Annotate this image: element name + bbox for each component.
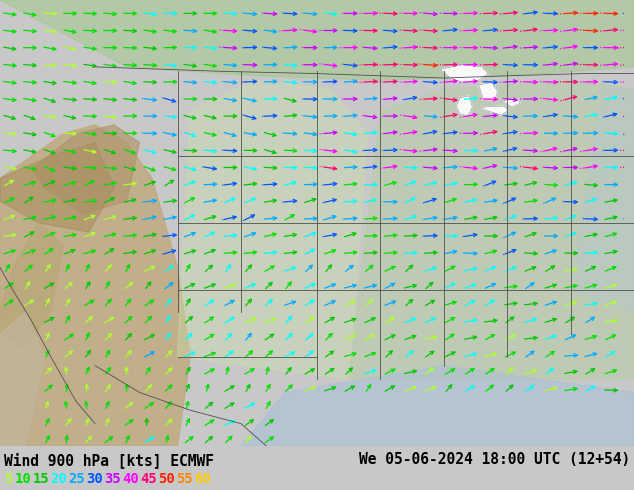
Polygon shape xyxy=(504,99,520,107)
Polygon shape xyxy=(441,65,488,82)
Polygon shape xyxy=(0,312,44,446)
Text: 30: 30 xyxy=(86,472,103,486)
Polygon shape xyxy=(178,80,368,379)
Text: 60: 60 xyxy=(194,472,210,486)
Text: Wind 900 hPa [kts] ECMWF: Wind 900 hPa [kts] ECMWF xyxy=(4,452,214,468)
Text: 35: 35 xyxy=(104,472,121,486)
Polygon shape xyxy=(241,366,634,446)
Polygon shape xyxy=(0,223,63,348)
Polygon shape xyxy=(32,125,139,214)
Text: 50: 50 xyxy=(158,472,174,486)
Text: 15: 15 xyxy=(32,472,49,486)
Polygon shape xyxy=(0,143,114,232)
Polygon shape xyxy=(0,125,190,446)
Text: 5: 5 xyxy=(4,472,13,486)
Text: 40: 40 xyxy=(122,472,139,486)
Text: 10: 10 xyxy=(15,472,32,486)
Text: We 05-06-2024 18:00 UTC (12+54): We 05-06-2024 18:00 UTC (12+54) xyxy=(359,452,630,467)
Text: 45: 45 xyxy=(140,472,157,486)
Polygon shape xyxy=(456,96,472,116)
Polygon shape xyxy=(0,0,634,80)
Polygon shape xyxy=(571,89,634,312)
Polygon shape xyxy=(349,80,634,379)
Text: 20: 20 xyxy=(51,472,67,486)
Polygon shape xyxy=(479,82,498,100)
Polygon shape xyxy=(483,106,508,115)
Text: 55: 55 xyxy=(176,472,193,486)
Text: 25: 25 xyxy=(68,472,85,486)
